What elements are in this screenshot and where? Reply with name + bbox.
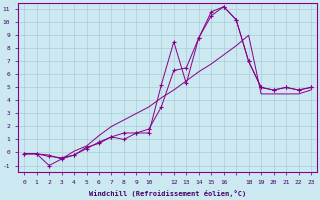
X-axis label: Windchill (Refroidissement éolien,°C): Windchill (Refroidissement éolien,°C) bbox=[89, 190, 246, 197]
